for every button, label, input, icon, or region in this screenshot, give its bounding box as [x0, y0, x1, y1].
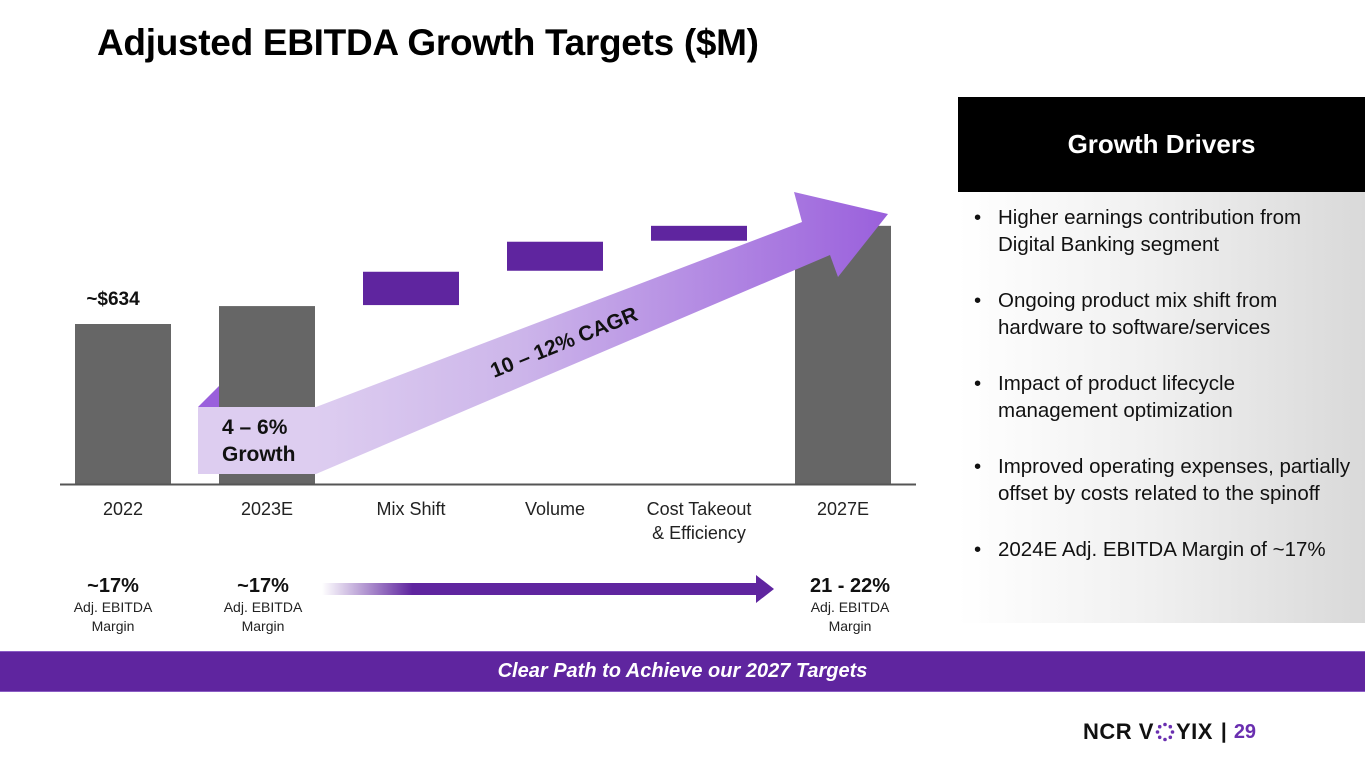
slide-title: Adjusted EBITDA Growth Targets ($M): [97, 22, 759, 63]
margin-label-line: Adj. EBITDA: [810, 599, 890, 615]
ncr-voyix-logo: NCR V YIX: [1083, 719, 1213, 745]
banner-text: Clear Path to Achieve our 2027 Targets: [497, 660, 868, 682]
x-tick-label: Cost Takeout: [647, 499, 752, 519]
margin-label-line: Margin: [828, 618, 872, 634]
bar-2022: [75, 324, 171, 484]
voyix-dot-ring-icon: [1155, 722, 1175, 742]
bar-volume: [507, 241, 603, 271]
bullet-icon: •: [974, 289, 982, 312]
bars-layer: [75, 225, 891, 484]
driver-item: • Higher earnings contribution from Digit…: [974, 204, 1355, 258]
arrow-layer: [198, 192, 888, 474]
x-tick-label: Mix Shift: [376, 499, 445, 519]
margin-value: ~17%: [237, 575, 289, 597]
x-tick-label: Volume: [525, 499, 585, 519]
bullet-icon: •: [974, 206, 982, 229]
growth-annotation: Growth: [222, 443, 296, 466]
driver-item: • Ongoing product mix shift from hardware…: [974, 287, 1355, 341]
logo-text-left: NCR V: [1083, 719, 1154, 744]
logo-text-right: YIX: [1175, 719, 1213, 744]
bar-mix-shift: [363, 271, 459, 306]
driver-item: • 2024E Adj. EBITDA Margin of ~17%: [974, 536, 1355, 563]
margin-2023e: ~17% Adj. EBITDA Margin: [203, 574, 323, 636]
growth-ribbon: [198, 407, 316, 474]
x-tick-label: & Efficiency: [652, 523, 746, 543]
cagr-arrow: [316, 192, 888, 474]
driver-text: 2024E Adj. EBITDA Margin of ~17%: [998, 538, 1326, 561]
x-tick-label: 2027E: [817, 499, 869, 519]
growth-drivers-panel: Growth Drivers • Higher earnings contribu…: [958, 97, 1365, 623]
margin-2027e: 21 - 22% Adj. EBITDA Margin: [790, 574, 910, 636]
driver-text: Higher earnings contribution from Digita…: [998, 206, 1302, 256]
bullet-icon: •: [974, 372, 982, 395]
margin-label-line: Adj. EBITDA: [73, 599, 153, 615]
data-label: ~$634: [86, 289, 140, 310]
bar-cost-takeout-efficiency: [651, 225, 747, 241]
growth-ribbon-fold: [198, 386, 219, 407]
margin-label-line: Margin: [241, 618, 285, 634]
driver-item: • Impact of product lifecycle management …: [974, 370, 1355, 424]
growth-drivers-title: Growth Drivers: [958, 97, 1365, 192]
driver-text: Ongoing product mix shift from hardware …: [998, 289, 1278, 339]
margin-value: 21 - 22%: [809, 575, 891, 597]
growth-annotation: 4 – 6%: [222, 416, 288, 439]
bottom-banner: Clear Path to Achieve our 2027 Targets: [0, 651, 1365, 692]
bullet-icon: •: [974, 455, 982, 478]
driver-text: Improved operating expenses, partially o…: [998, 455, 1351, 505]
margin-label-line: Adj. EBITDA: [223, 599, 303, 615]
margin-value: ~17%: [87, 575, 139, 597]
growth-drivers-list: • Higher earnings contribution from Digit…: [958, 192, 1365, 563]
footer-separator: |: [1220, 720, 1227, 743]
margin-2022: ~17% Adj. EBITDA Margin: [53, 574, 173, 636]
page-number: 29: [1233, 720, 1257, 743]
bullet-icon: •: [974, 538, 982, 561]
driver-item: • Improved operating expenses, partially …: [974, 453, 1355, 507]
x-tick-label: 2023E: [241, 499, 293, 519]
waterfall-chart: ~$634 2022 2023E Mix Shift Volume Cost Takeou…: [60, 192, 916, 543]
x-tick-label: 2022: [103, 499, 143, 519]
footer: NCR V YIX | 29: [1083, 718, 1256, 746]
labels-layer: ~$634 2022 2023E Mix Shift Volume Cost Takeou…: [86, 289, 869, 543]
driver-text: Impact of product lifecycle management o…: [998, 372, 1235, 422]
margin-arrow-shape: [322, 575, 774, 603]
margin-label-line: Margin: [91, 618, 135, 634]
margin-progress-arrow: [322, 575, 774, 603]
